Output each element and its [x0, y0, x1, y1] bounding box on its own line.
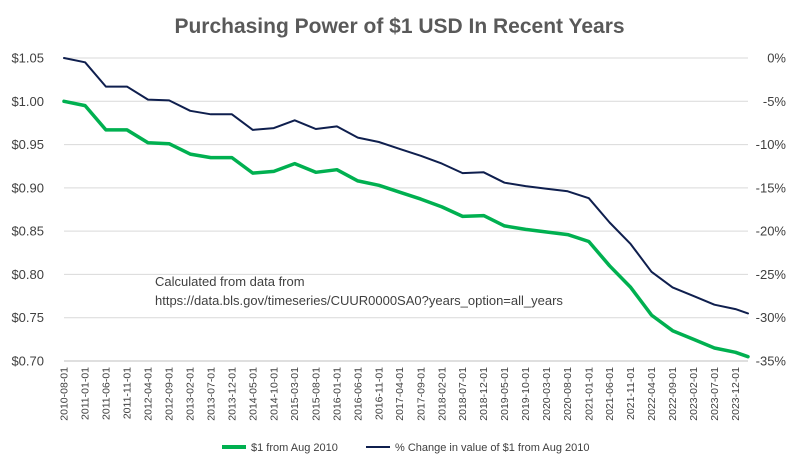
x-tick-label: 2023-07-01 — [709, 367, 721, 421]
right-y-tick-label: -5% — [763, 94, 787, 109]
x-tick-label: 2011-01-01 — [80, 367, 92, 420]
series-line-percent — [63, 57, 749, 315]
x-tick-label: 2020-08-01 — [562, 367, 574, 421]
x-tick-label: 2011-11-01 — [122, 367, 134, 419]
right-y-tick-label: -15% — [756, 180, 787, 195]
x-tick-label: 2019-05-01 — [499, 367, 511, 421]
x-tick-label: 2018-12-01 — [478, 367, 490, 421]
x-tick-label: 2013-02-01 — [185, 367, 197, 421]
x-tick-label: 2022-09-01 — [667, 367, 679, 421]
x-tick-label: 2016-11-01 — [373, 367, 385, 420]
right-y-tick-label: -10% — [756, 137, 787, 152]
right-y-tick-label: -30% — [756, 310, 787, 325]
left-y-tick-label: $0.90 — [11, 180, 44, 195]
x-tick-label: 2023-02-01 — [688, 367, 700, 421]
x-tick-label: 2018-02-01 — [436, 367, 448, 421]
x-tick-label: 2014-10-01 — [268, 367, 280, 421]
x-tick-label: 2018-07-01 — [457, 367, 469, 421]
source-note-line-1: Calculated from data from — [155, 274, 305, 289]
x-tick-label: 2015-03-01 — [289, 367, 301, 421]
x-tick-label: 2016-06-01 — [352, 367, 364, 421]
x-tick-label: 2010-08-01 — [59, 367, 71, 421]
right-y-tick-label: -35% — [756, 354, 787, 369]
series-line-dollar — [62, 99, 750, 359]
x-axis: 2010-08-01 2011-01-01 2011-06-01 2011-11-01… — [59, 360, 748, 421]
left-y-axis: $0.70 $0.75 $0.80 $0.85 $0.90 $0.95 $1.00 $1.05 — [11, 51, 44, 369]
x-tick-label: 2013-07-01 — [205, 367, 217, 421]
x-tick-label: 2017-04-01 — [394, 367, 406, 421]
legend-label-dollar: $1 from Aug 2010 — [251, 442, 338, 454]
x-tick-label: 2023-12-01 — [730, 367, 742, 421]
left-y-tick-label: $1.05 — [11, 51, 44, 66]
right-y-tick-label: -25% — [756, 267, 787, 282]
left-y-tick-label: $0.95 — [11, 137, 44, 152]
x-tick-label: 2019-10-01 — [520, 367, 532, 421]
x-tick-label: 2016-01-01 — [331, 367, 343, 421]
left-y-tick-label: $1.00 — [11, 94, 44, 109]
x-tick-label: 2017-09-01 — [415, 367, 427, 421]
left-y-tick-label: $0.75 — [11, 310, 44, 325]
x-tick-label: 2012-09-01 — [164, 367, 176, 421]
right-y-tick-label: -20% — [756, 224, 787, 239]
left-y-tick-label: $0.80 — [11, 267, 44, 282]
x-tick-label: 2015-08-01 — [310, 367, 322, 421]
legend-label-percent: % Change in value of $1 from Aug 2010 — [395, 442, 589, 454]
x-tick-label: 2022-04-01 — [646, 367, 658, 421]
left-y-tick-label: $0.70 — [11, 354, 44, 369]
right-y-axis: -35% -30% -25% -20% -15% -10% -5% 0% — [756, 51, 787, 369]
left-y-tick-label: $0.85 — [11, 224, 44, 239]
x-tick-label: 2013-12-01 — [226, 367, 238, 421]
x-tick-label: 2021-01-01 — [583, 367, 595, 421]
x-tick-label: 2021-06-01 — [604, 367, 616, 421]
x-tick-label: 2011-06-01 — [100, 367, 112, 420]
gridlines — [64, 57, 748, 362]
series-layer — [62, 57, 750, 359]
right-y-tick-label: 0% — [767, 51, 786, 66]
chart-title: Purchasing Power of $1 USD In Recent Yea… — [174, 15, 624, 38]
legend: $1 from Aug 2010 % Change in value of $1… — [222, 442, 589, 454]
source-note-line-2: https://data.bls.gov/timeseries/CUUR0000… — [155, 293, 563, 308]
x-tick-label: 2020-03-01 — [541, 367, 553, 421]
x-tick-label: 2014-05-01 — [247, 367, 259, 421]
x-tick-label: 2012-04-01 — [143, 367, 155, 421]
source-note: Calculated from data from https://data.b… — [155, 274, 563, 308]
x-tick-label: 2021-11-01 — [625, 367, 637, 420]
